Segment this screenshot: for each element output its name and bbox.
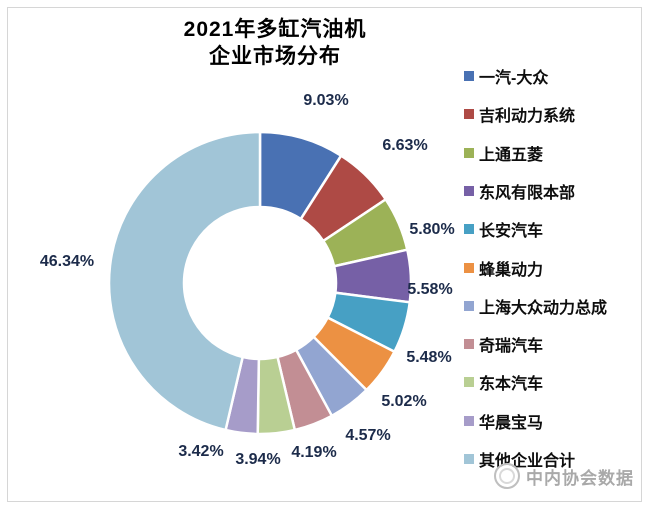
legend-marker-icon bbox=[464, 300, 474, 311]
slice-label-7: 4.57% bbox=[345, 427, 391, 444]
legend-item-3: 上通五菱 bbox=[464, 143, 544, 164]
pie-slice-11 bbox=[107, 130, 262, 432]
chart-title: 2021年多缸汽油机 企业市场分布 bbox=[125, 16, 425, 70]
legend-marker-icon bbox=[464, 377, 474, 388]
legend-item-6: 蜂巢动力 bbox=[464, 258, 544, 279]
legend-item-9: 东本汽车 bbox=[464, 372, 544, 394]
chart-title-line1: 2021年多缸汽油机 bbox=[183, 18, 367, 41]
legend-label: 上海大众动力总成 bbox=[479, 299, 608, 317]
slice-label-2: 6.63% bbox=[382, 137, 428, 154]
legend-item-4: 东风有限本部 bbox=[464, 181, 576, 202]
legend-item-10: 华晨宝马 bbox=[464, 411, 544, 432]
legend-marker-icon bbox=[464, 185, 474, 196]
slice-label-8: 4.19% bbox=[291, 444, 337, 461]
slice-label-3: 5.80% bbox=[409, 221, 455, 238]
legend-item-8: 奇瑞汽车 bbox=[464, 334, 544, 356]
watermark-text: 中内协会数据 bbox=[526, 468, 634, 488]
legend-label: 长安汽车 bbox=[479, 223, 544, 241]
legend-marker-icon bbox=[464, 109, 474, 120]
legend-label: 吉利动力系统 bbox=[479, 108, 576, 126]
legend-marker-icon bbox=[464, 262, 474, 273]
legend-item-7: 上海大众动力总成 bbox=[464, 296, 608, 317]
legend-item-1: 一汽-大众 bbox=[464, 66, 549, 87]
slice-label-1: 9.03% bbox=[303, 92, 349, 109]
legend-marker-icon bbox=[464, 71, 474, 81]
legend-label: 东风有限本部 bbox=[479, 184, 576, 202]
legend-item-5: 长安汽车 bbox=[464, 219, 544, 241]
legend-label: 一汽-大众 bbox=[479, 70, 549, 87]
chart-title-line2: 企业市场分布 bbox=[209, 45, 341, 68]
slice-label-10: 3.42% bbox=[178, 443, 224, 460]
slice-label-9: 3.94% bbox=[235, 451, 281, 468]
legend-marker-icon bbox=[464, 147, 474, 158]
legend-label: 奇瑞汽车 bbox=[479, 338, 544, 356]
legend-item-2: 吉利动力系统 bbox=[464, 104, 576, 126]
legend-label: 东本汽车 bbox=[479, 376, 544, 394]
watermark-logo-icon bbox=[494, 463, 520, 489]
legend-marker-icon bbox=[464, 415, 474, 426]
watermark: 中内协会数据 bbox=[494, 463, 634, 489]
slice-label-5: 5.48% bbox=[406, 349, 452, 366]
legend-marker-icon bbox=[464, 454, 474, 464]
slice-label-11: 46.34% bbox=[39, 253, 95, 270]
legend-marker-icon bbox=[464, 339, 474, 350]
legend-label: 蜂巢动力 bbox=[479, 261, 544, 279]
legend-label: 华晨宝马 bbox=[479, 414, 544, 432]
legend-marker-icon bbox=[464, 224, 474, 235]
slice-label-6: 5.02% bbox=[381, 393, 427, 410]
legend-label: 上通五菱 bbox=[479, 146, 544, 164]
slice-label-4: 5.58% bbox=[407, 281, 453, 298]
